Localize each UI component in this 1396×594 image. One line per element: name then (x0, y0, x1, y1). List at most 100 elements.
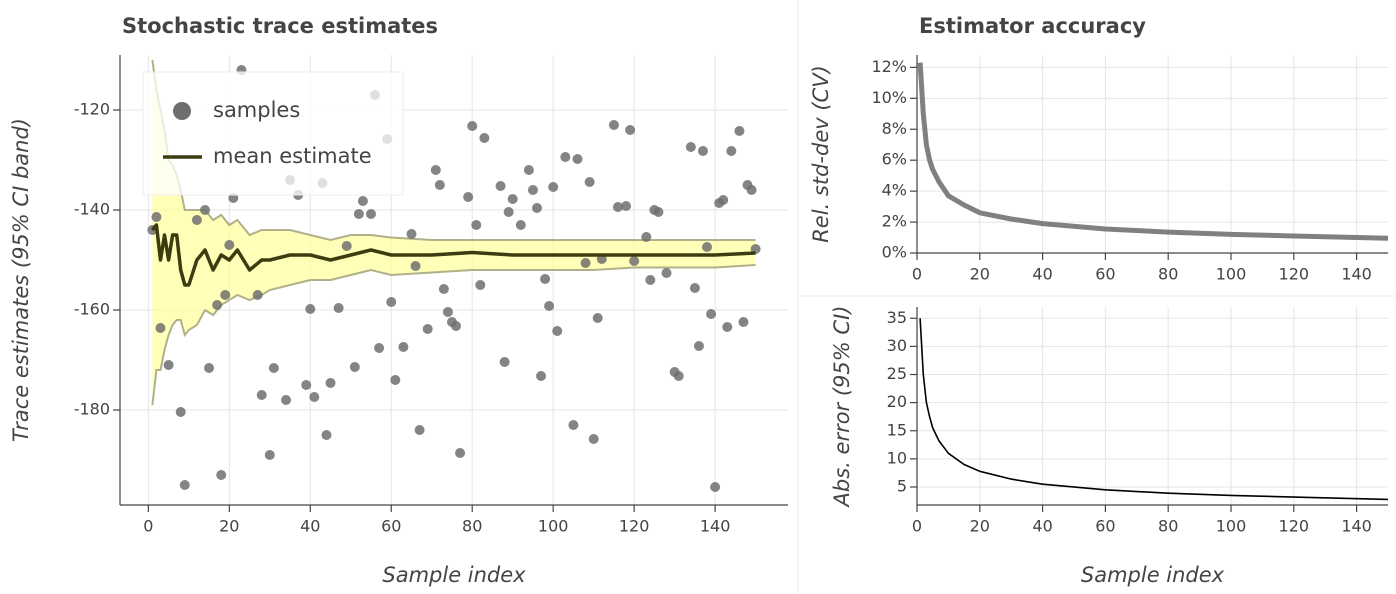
x-tick-label: 0 (143, 517, 153, 536)
y-tick-label: 12% (871, 57, 907, 76)
sample-point (568, 420, 579, 430)
sample-point (353, 209, 364, 219)
sample-point (544, 301, 555, 311)
sample-point (645, 275, 656, 285)
x-tick-label: 0 (912, 265, 922, 284)
sample-point (515, 220, 526, 230)
sample-point (523, 165, 534, 175)
sample-point (693, 341, 704, 351)
sample-point (588, 434, 599, 444)
sample-point (592, 313, 603, 323)
y-tick-label: -120 (74, 100, 110, 119)
line (919, 318, 1388, 501)
y-tick-label: 35 (887, 308, 907, 327)
x-tick-label: 140 (1341, 517, 1372, 536)
y-tick-label: 2% (882, 212, 907, 231)
y-axis-label: Trace estimates (95% CI band) (9, 118, 33, 442)
sample-point (463, 192, 474, 202)
sample-point (507, 194, 518, 204)
sample-point (341, 241, 352, 251)
y-tick-label: 20 (887, 392, 907, 411)
sample-point (495, 181, 506, 191)
sample-point (390, 375, 401, 385)
sample-point (503, 207, 514, 217)
x-axis-label: Sample index (382, 563, 526, 587)
sample-point (252, 290, 263, 300)
x-tick-label: 40 (300, 517, 320, 536)
sample-point (264, 450, 275, 460)
sample-point (718, 195, 729, 205)
sample-point (451, 321, 462, 331)
sample-point (608, 120, 619, 130)
legend-label: samples (213, 98, 300, 122)
sample-point (398, 342, 409, 352)
sample-point (702, 242, 713, 252)
y-tick-label: 5 (897, 477, 907, 496)
ci-band (152, 60, 756, 405)
plot-content (919, 318, 1388, 501)
x-tick-label: 60 (1095, 265, 1115, 284)
sample-point (200, 205, 211, 215)
y-tick-label: -140 (74, 200, 110, 219)
sample-point (434, 180, 445, 190)
sample-point (305, 304, 316, 314)
plot: 0 20 40 60 80 100 120 140 5 10 15 20 25 30 35 Sample in… (830, 306, 1388, 587)
sample-point (625, 125, 636, 135)
sample-point (527, 185, 538, 195)
sample-point (552, 326, 563, 336)
x-tick-label: 40 (1032, 265, 1052, 284)
x-tick-label: 80 (462, 517, 482, 536)
x-tick-label: 80 (1158, 517, 1178, 536)
sample-point (325, 378, 336, 388)
x-tick-label: 20 (970, 517, 990, 536)
sample-point (661, 268, 672, 278)
y-tick-label: 8% (882, 119, 907, 138)
y-tick-label: -180 (74, 400, 110, 419)
plot-content (147, 59, 761, 492)
sample-point (612, 202, 623, 212)
sample-point (212, 300, 223, 310)
x-tick-label: 100 (1216, 517, 1247, 536)
plot: 0 20 40 60 80 100 120 140 -180 -160 -140 -120 sample… (9, 14, 788, 587)
sample-point (499, 357, 510, 367)
sample-point (706, 309, 717, 319)
x-tick-label: 60 (1095, 517, 1115, 536)
sample-point (479, 133, 490, 143)
plot-content (917, 62, 1388, 241)
y-tick-label: 10 (887, 448, 907, 467)
x-tick-label: 80 (1158, 265, 1178, 284)
sample-point (621, 201, 632, 211)
y-tick-label: 4% (882, 181, 907, 200)
x-tick-label: 60 (381, 517, 401, 536)
x-tick-label: 140 (700, 517, 731, 536)
sample-point (224, 240, 235, 250)
sample-point (422, 324, 433, 334)
chart-title: Stochastic trace estimates (122, 14, 438, 38)
x-tick-label: 100 (1216, 265, 1247, 284)
sample-point (175, 407, 186, 417)
y-tick-label: 15 (887, 420, 907, 439)
sample-point (163, 360, 174, 370)
sample-point (580, 258, 591, 268)
sample-point (548, 182, 559, 192)
sample-point (584, 177, 595, 187)
sample-point (536, 371, 547, 381)
sample-point (309, 392, 320, 402)
sample-point (455, 448, 466, 458)
legend-label: mean estimate (213, 144, 372, 168)
mean-line (151, 223, 756, 287)
sample-point (414, 425, 425, 435)
sample-point (471, 220, 482, 230)
y-tick-label: 30 (887, 336, 907, 355)
sample-point (467, 121, 478, 131)
legend-box (142, 71, 404, 196)
sample-point (738, 317, 749, 327)
sample-point (191, 215, 202, 225)
x-tick-label: 140 (1341, 265, 1372, 284)
sample-point (673, 371, 684, 381)
sample-point (256, 390, 267, 400)
x-tick-label: 120 (1279, 265, 1310, 284)
x-tick-label: 20 (219, 517, 239, 536)
plot: 0 20 40 60 80 100 120 140 0% 2% 4% 6% 8% 10% 12% Estima… (809, 14, 1388, 284)
sample-point (179, 480, 190, 490)
